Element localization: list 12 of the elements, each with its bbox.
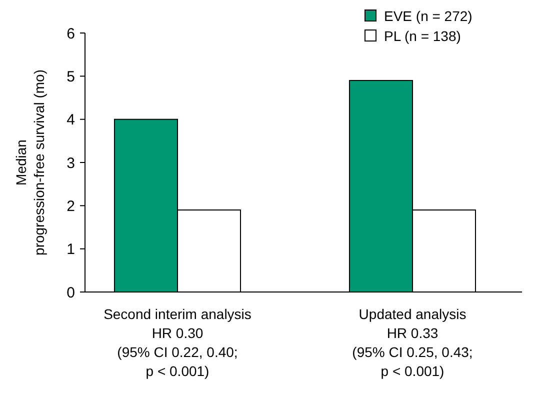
y-tick-label: 4 <box>66 112 75 129</box>
legend-label: PL (n = 138) <box>384 28 461 44</box>
x-tick-label: Updated analysis HR 0.33 (95% CI 0.25, 0.43; p < 0.001) <box>352 306 473 379</box>
y-tick-label: 0 <box>66 284 75 302</box>
y-tick-label: 6 <box>66 25 75 42</box>
y-tick-label: 5 <box>66 68 75 86</box>
x-tick-label: Second interim analysis HR 0.30 (95% CI 0.22, 0.40; p < 0.001) <box>104 306 252 379</box>
legend-label: EVE (n = 272) <box>384 8 472 24</box>
y-tick-label: 3 <box>66 154 75 172</box>
y-tick-label: 2 <box>66 198 75 215</box>
y-axis-title: Median progression-free survival (mo) <box>13 70 47 256</box>
y-tick-label: 1 <box>66 241 75 258</box>
